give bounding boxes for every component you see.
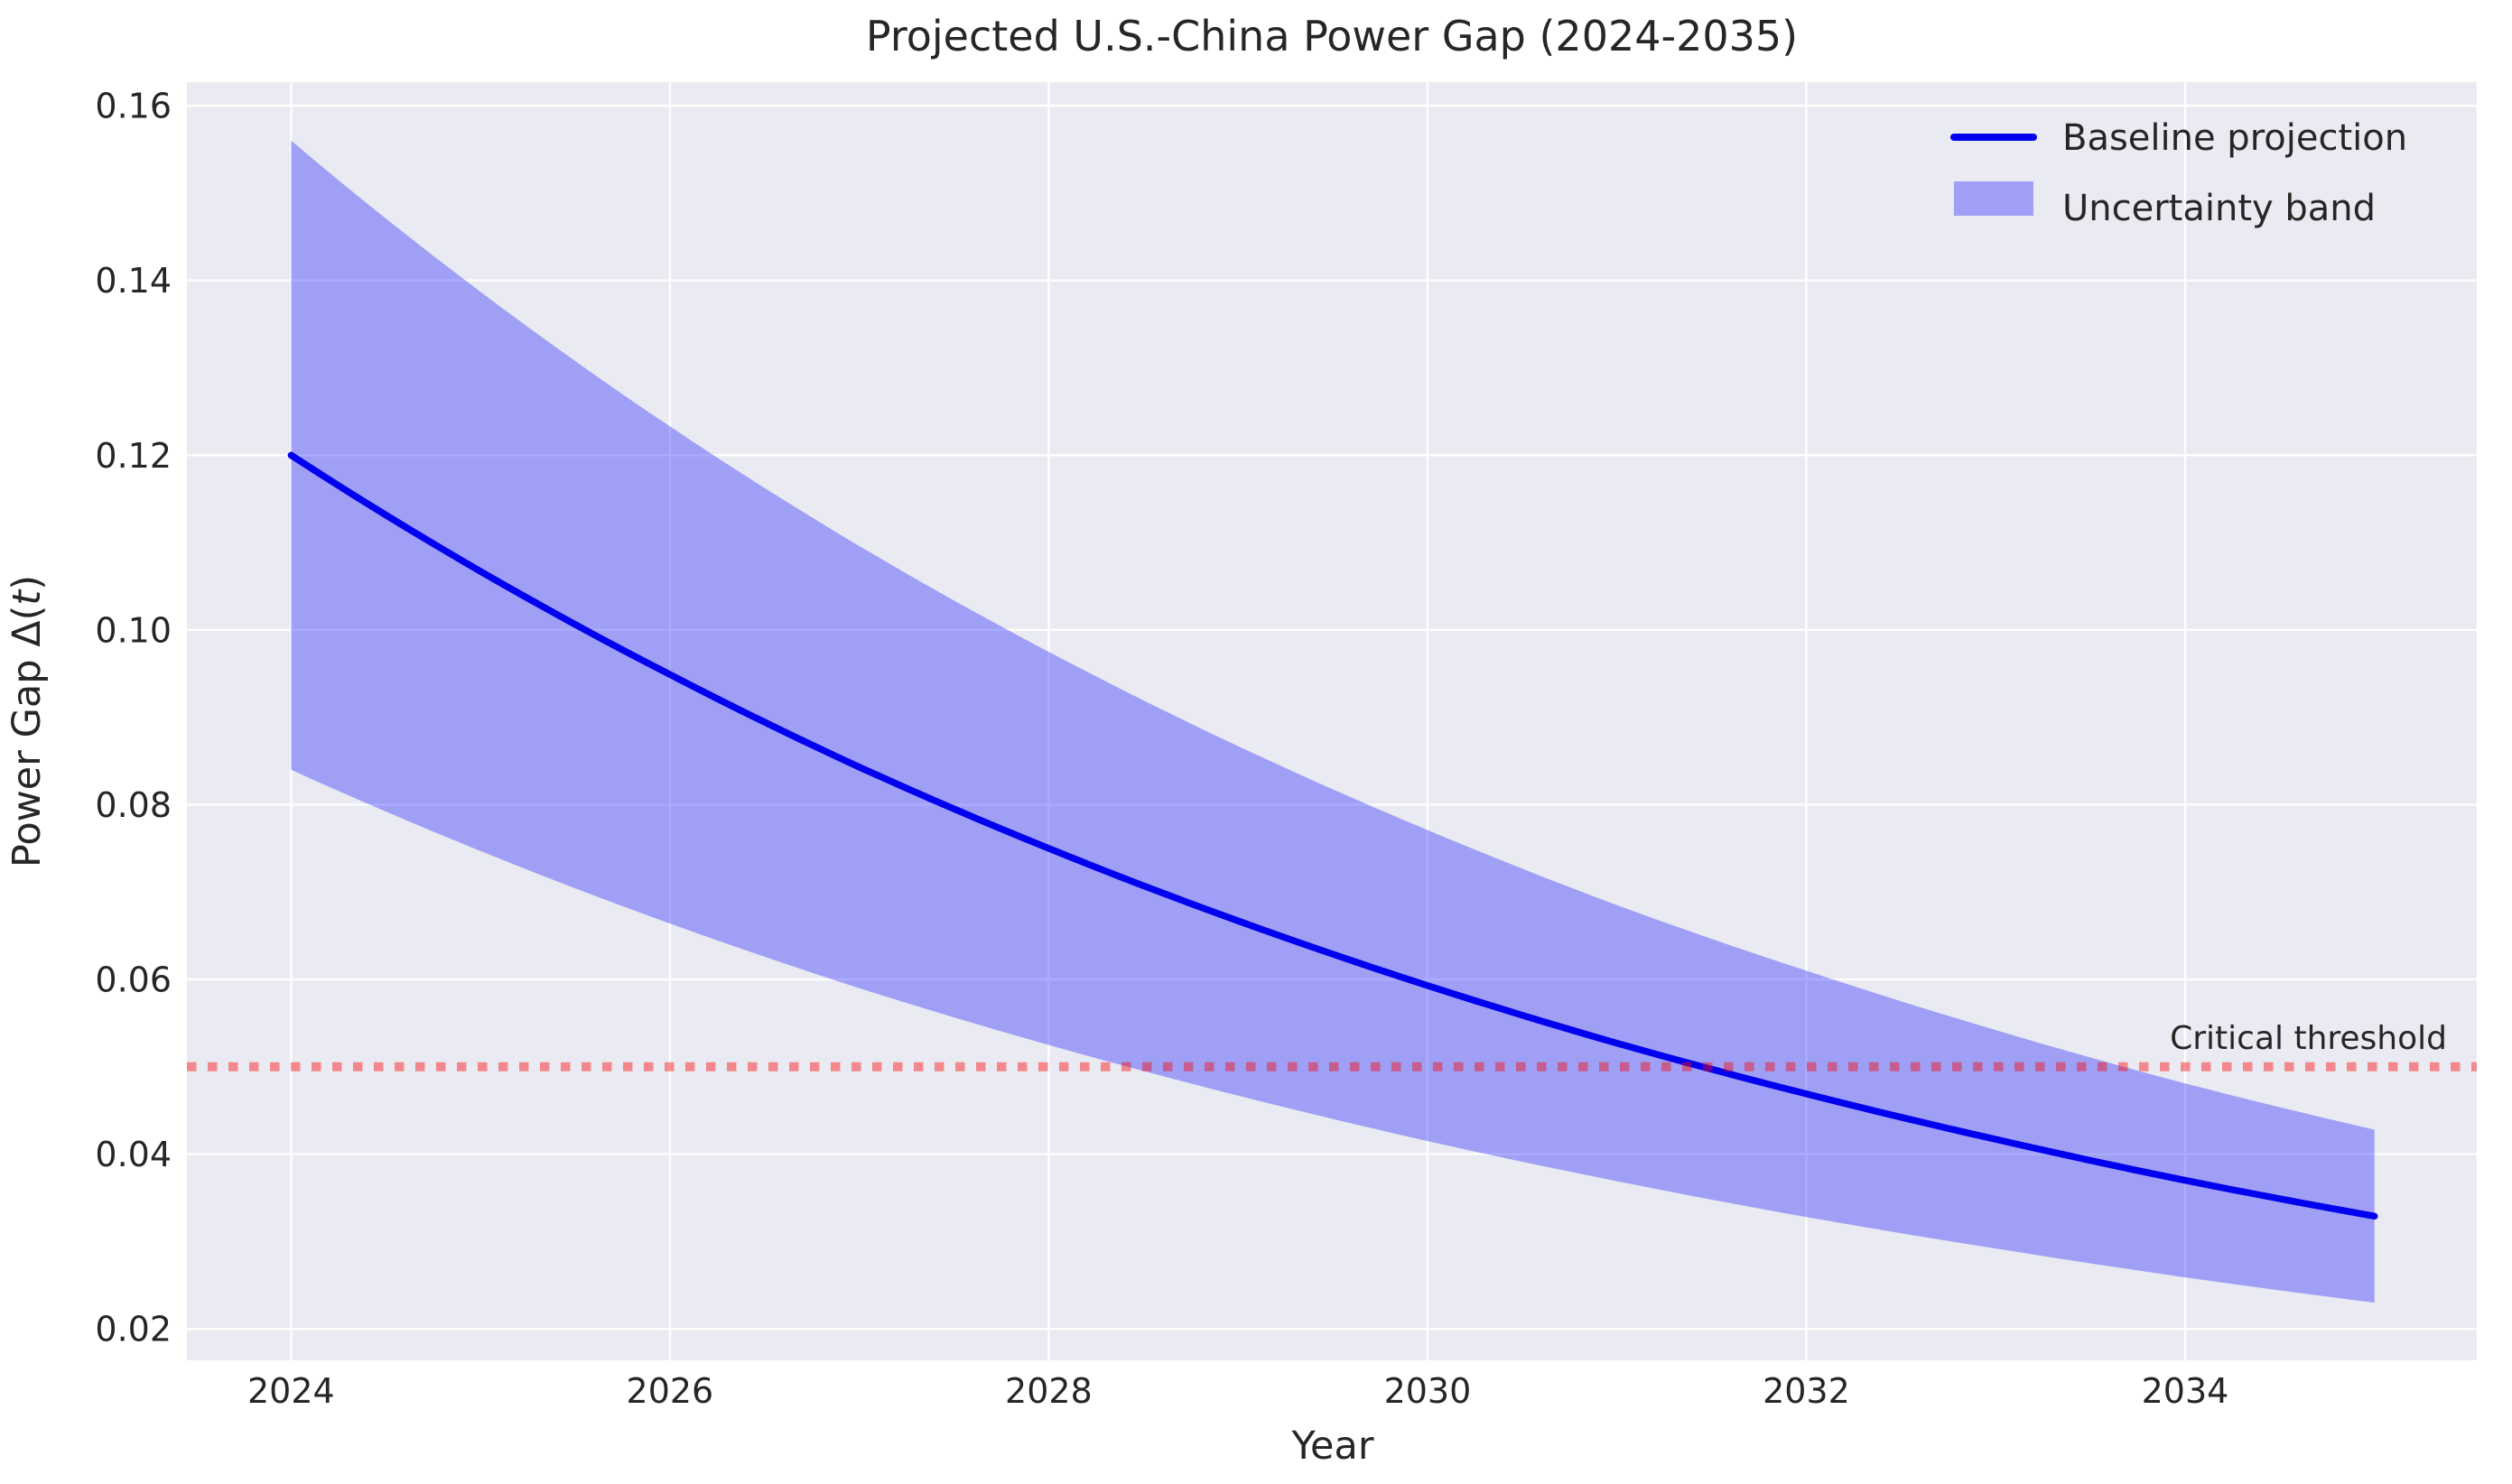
y-axis-label-variable: t <box>5 589 50 606</box>
uncertainty-band <box>291 140 2375 1303</box>
y-tick-label: 0.08 <box>95 785 172 825</box>
x-tick-label: 2024 <box>247 1371 335 1411</box>
legend-label-baseline: Baseline projection <box>2062 117 2407 159</box>
baseline-projection-line <box>287 451 2378 1220</box>
gridlines <box>187 82 2477 1360</box>
legend-label-band: Uncertainty band <box>2062 188 2376 229</box>
y-tick-label: 0.06 <box>95 960 172 1000</box>
y-tick-labels: 0.02 0.04 0.06 0.08 0.10 0.12 0.14 0.16 <box>95 87 172 1350</box>
legend-patch-swatch <box>1954 181 2033 216</box>
x-tick-label: 2034 <box>2142 1371 2229 1411</box>
y-axis-label-prefix: Power Gap Δ( <box>5 606 50 868</box>
plot-area <box>187 82 2477 1360</box>
y-tick-label: 0.12 <box>95 436 172 476</box>
x-tick-label: 2028 <box>1005 1371 1093 1411</box>
y-axis-label-suffix: ) <box>5 575 50 590</box>
chart-title: Projected U.S.-China Power Gap (2024-203… <box>866 12 1798 60</box>
critical-threshold-label: Critical threshold <box>2170 1020 2447 1057</box>
x-tick-label: 2032 <box>1763 1371 1850 1411</box>
y-axis-label: Power Gap Δ(t) <box>5 575 50 867</box>
x-tick-labels: 2024 2026 2028 2030 2032 2034 <box>247 1371 2228 1411</box>
x-tick-label: 2026 <box>627 1371 714 1411</box>
y-tick-label: 0.16 <box>95 87 172 126</box>
y-tick-label: 0.02 <box>95 1310 172 1350</box>
y-tick-label: 0.14 <box>95 261 172 301</box>
y-tick-label: 0.10 <box>95 610 172 650</box>
x-tick-label: 2030 <box>1384 1371 1472 1411</box>
legend: Baseline projection Uncertainty band <box>1950 117 2407 229</box>
y-tick-label: 0.04 <box>95 1135 172 1174</box>
x-axis-label: Year <box>1290 1424 1373 1469</box>
